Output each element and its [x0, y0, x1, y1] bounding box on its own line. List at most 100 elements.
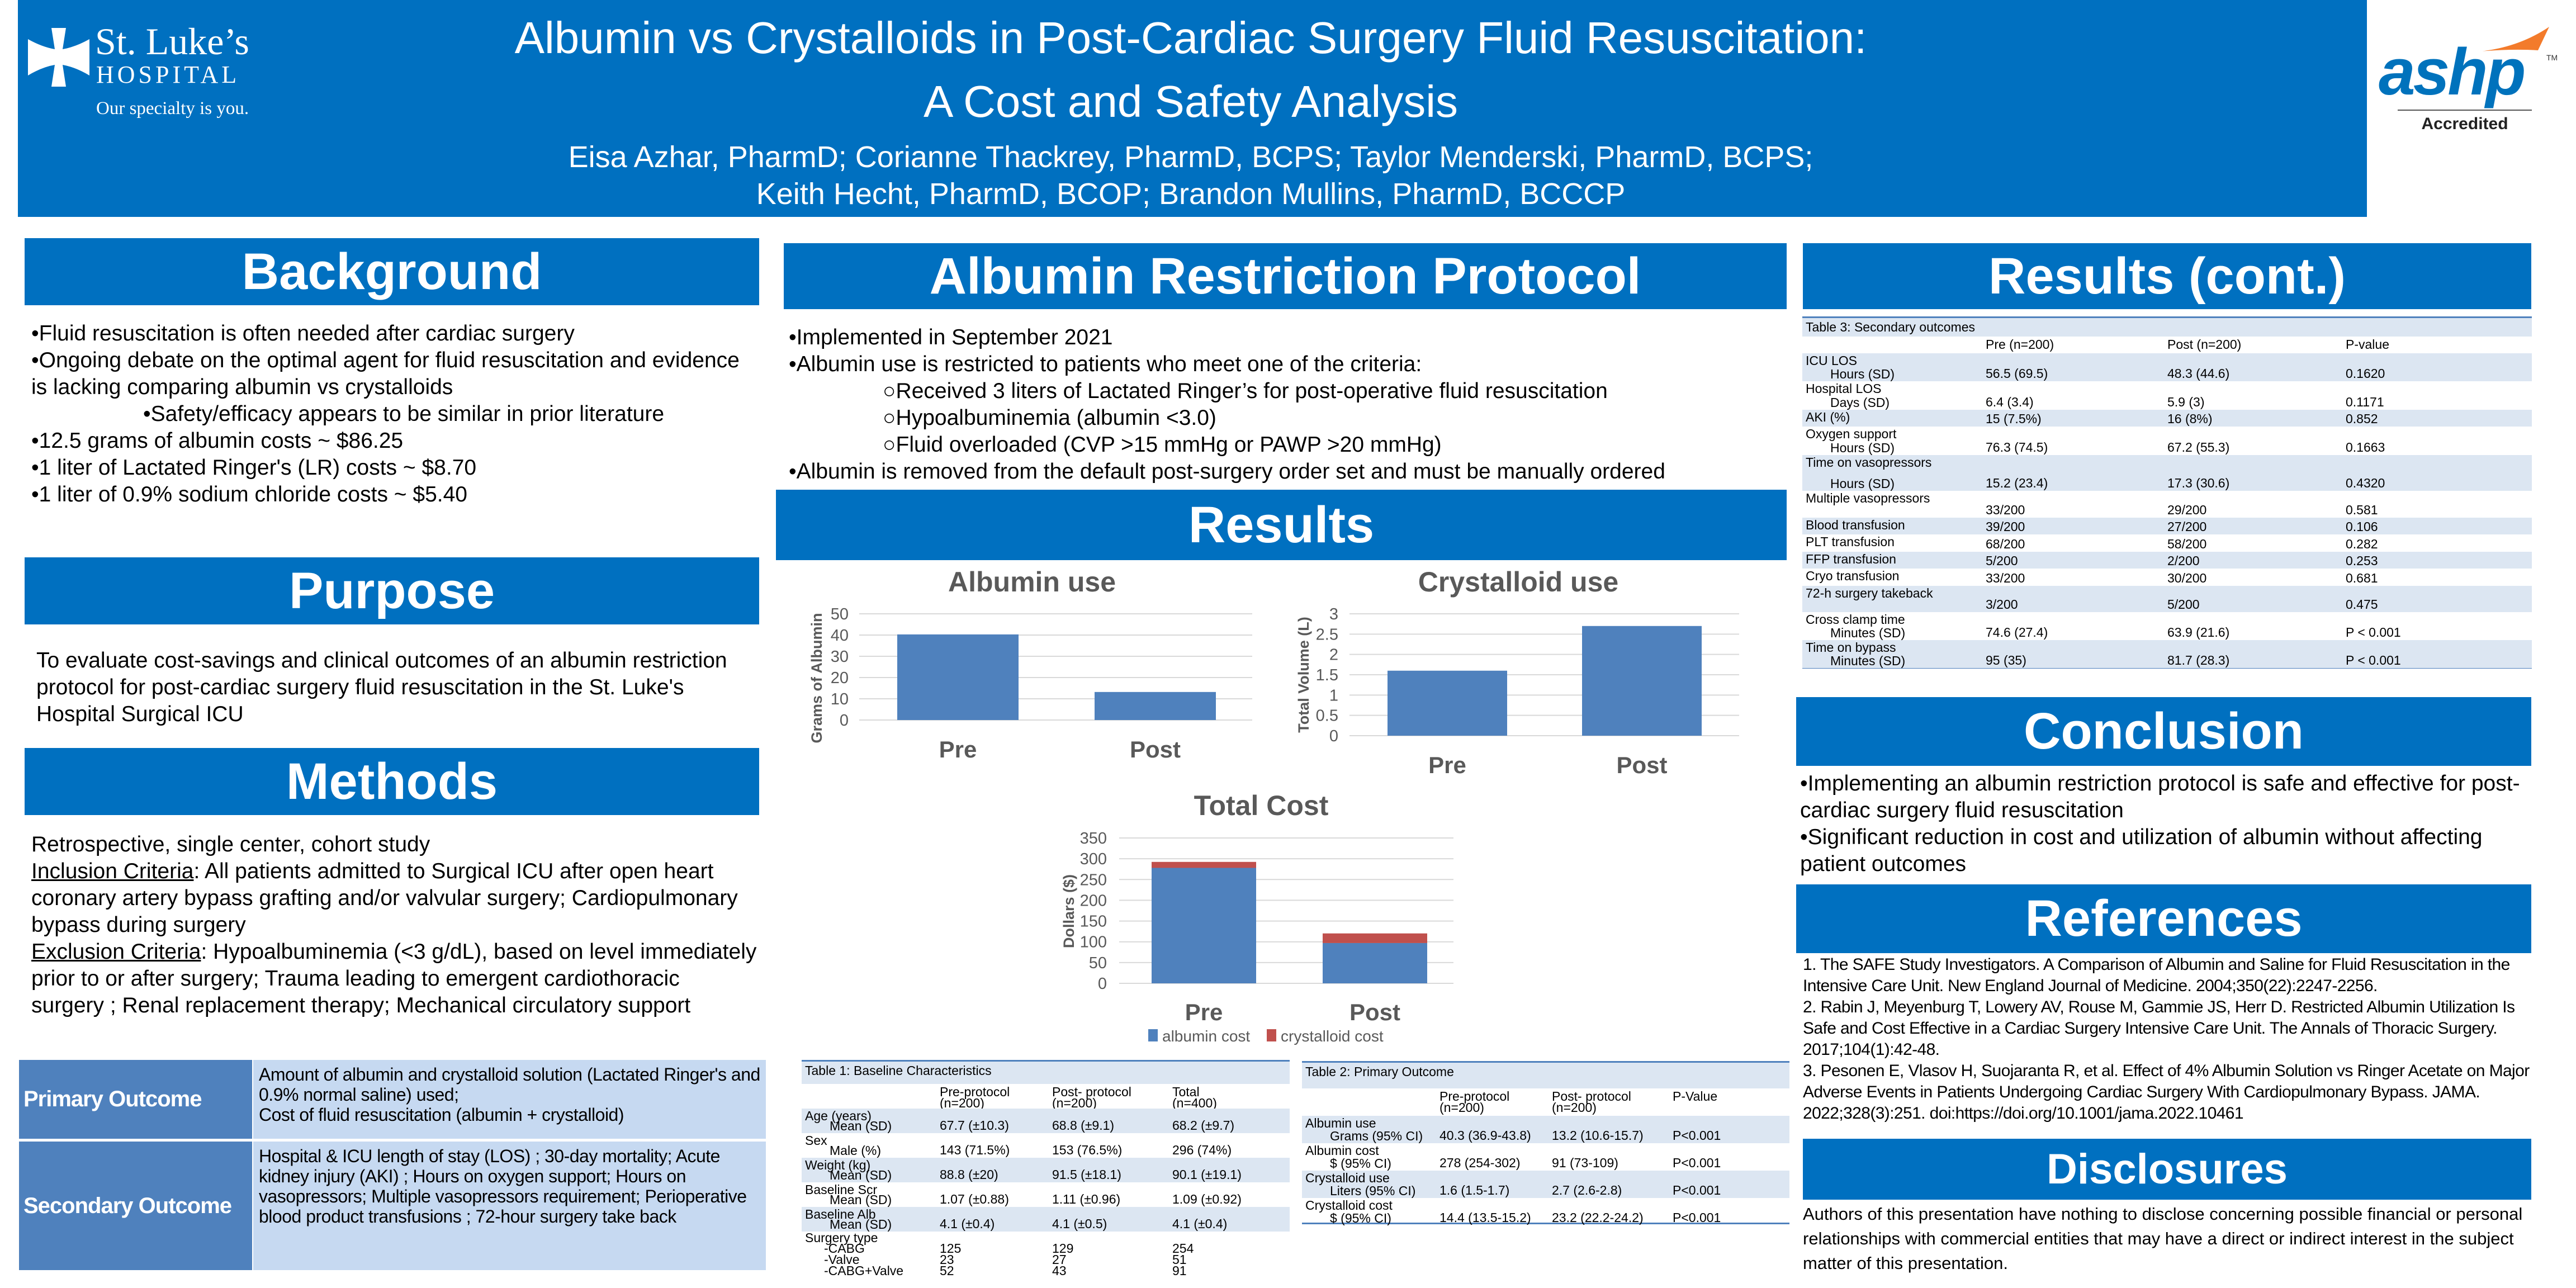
legend-label: albumin cost [1162, 1027, 1250, 1045]
column-header: Pre (n=200) [1986, 337, 2054, 352]
table-caption-row: Table 3: Secondary outcomes [1802, 318, 2532, 337]
background-bullet: •Safety/efficacy appears to be similar i… [143, 402, 665, 426]
table-caption: Table 3: Secondary outcomes [1806, 320, 1976, 334]
column-header-line: Pre-protocol [1439, 1089, 1510, 1104]
row-sublabel: -CABG+Valve [824, 1263, 904, 1278]
background-text: •Fluid resuscitation is often needed aft… [31, 320, 758, 508]
background-bullet: •Ongoing debate on the optimal agent for… [31, 348, 740, 399]
table-cell: 0.1171 [2346, 395, 2384, 409]
row-label: Time on vasopressors [1806, 455, 1932, 470]
column-header: Pre-protocol (n=200) [1439, 1089, 1510, 1115]
y-tick-label: 350 [1080, 830, 1107, 847]
x-category-label: Post [1616, 752, 1667, 778]
inclusion-label: Inclusion Criteria [31, 859, 194, 883]
table-cell: 39/200 [1986, 519, 2025, 534]
methods-exclusion: Exclusion Criteria: Hypoalbuminemia (<3 … [31, 939, 758, 1019]
hospital-logo-sub: HOSPITAL [96, 61, 240, 88]
protocol-item: •Albumin is removed from the default pos… [789, 460, 1665, 484]
table-cell: P<0.001 [1673, 1210, 1721, 1225]
table-cell: 5/200 [2167, 597, 2200, 612]
results-cont-heading: Results (cont.) [1803, 243, 2531, 309]
row-label: Multiple vasopressors [1806, 491, 1930, 505]
bar-pre [897, 634, 1019, 720]
table-cell: P < 0.001 [2346, 653, 2401, 667]
y-tick-label: 0 [1329, 727, 1338, 745]
row-sublabel: Minutes (SD) [1830, 626, 1906, 640]
x-category-label: Pre [1428, 752, 1466, 778]
chart-title: Albumin use [948, 566, 1116, 598]
y-tick-label: 2 [1329, 646, 1338, 664]
results-heading: Results [776, 490, 1787, 560]
table-cell: 76.3 (74.5) [1986, 440, 2048, 454]
column-header: Post- protocol (n=200) [1552, 1090, 1631, 1114]
y-tick-label: 10 [831, 690, 849, 708]
x-category-label: Pre [939, 736, 977, 763]
y-tick-label: 3 [1329, 605, 1338, 623]
y-tick-label: 1.5 [1316, 666, 1338, 684]
protocol-criterion: ○Fluid overloaded (CVP >15 mmHg or PAWP … [883, 433, 1442, 457]
purpose-text: To evaluate cost-savings and clinical ou… [36, 648, 727, 726]
row-sublabel: Hours (SD) [1830, 367, 1895, 381]
table-cell: 0.253 [2346, 553, 2378, 568]
table-cell: P<0.001 [1673, 1128, 1721, 1143]
table-cell: P<0.001 [1673, 1183, 1721, 1197]
secondary-outcomes-table: Table 3: Secondary outcomes Pre (n=200) Po… [1802, 316, 2532, 669]
authors-line2: Keith Hecht, PharmD, BCOP; Brandon Mulli… [756, 177, 1626, 211]
y-tick-label: 40 [831, 627, 849, 645]
authors-line1: Eisa Azhar, PharmD; Corianne Thackrey, P… [568, 140, 1813, 174]
column-header: Post (n=200) [2167, 338, 2241, 351]
column-header-line: Pre (n=200) [1986, 337, 2054, 352]
table-cell: 68.8 (±9.1) [1052, 1118, 1115, 1133]
y-axis-title: Dollars ($) [1060, 874, 1077, 948]
column-header: Pre-protocol (n=200) [940, 1086, 1010, 1110]
table-cell: 0.475 [2346, 597, 2378, 612]
table-cell: 48.3 (44.6) [2167, 366, 2230, 381]
row-sublabel: Grams (95% CI) [1330, 1129, 1423, 1143]
legend-label: crystalloid cost [1281, 1027, 1384, 1045]
row-label: Hospital LOS [1806, 381, 1882, 396]
table-cell: 58/200 [2167, 537, 2207, 551]
row-label: Age (years) [805, 1109, 872, 1123]
y-axis-title: Total Volume (L) [1295, 617, 1312, 732]
table-cell: 2/200 [2167, 553, 2200, 568]
y-tick-label: 200 [1080, 892, 1107, 910]
table-cell: 30/200 [2167, 571, 2207, 585]
y-tick-label: 30 [831, 648, 849, 666]
y-tick-label: 150 [1080, 913, 1107, 931]
table-row: Cross clamp time Minutes (SD) 74.6 (27.4) 6… [1802, 612, 2532, 640]
disclosures-heading: Disclosures [1803, 1139, 2531, 1200]
table-cell: 95 (35) [1986, 653, 2026, 667]
table-cell: 91 (73-109) [1552, 1156, 1618, 1170]
conclusion-bullet: •Implementing an albumin restriction pro… [1800, 771, 2520, 822]
table-cell: 0.852 [2346, 411, 2378, 426]
table-cell: 129 [1052, 1241, 1074, 1256]
background-bullet: •1 liter of Lactated Ringer's (LR) costs… [31, 456, 477, 480]
row-label: Time on bypass [1806, 640, 1896, 655]
table-cell: 74.6 (27.4) [1986, 625, 2048, 640]
table-cell: 81.7 (28.3) [2167, 653, 2230, 667]
table-caption-row: Table 1: Baseline Characteristics [802, 1062, 1290, 1084]
y-tick-label: 300 [1080, 850, 1107, 868]
table-row: Multiple vasopressors 33/200 29/200 0.581 [1802, 491, 2532, 518]
column-header-line: (n=200) [1439, 1100, 1484, 1115]
reference-item: 1. The SAFE Study Investigators. A Compa… [1803, 955, 2510, 995]
table-cell: 40.3 (36.9-43.8) [1439, 1128, 1531, 1143]
table-cell: 1.6 (1.5-1.7) [1439, 1183, 1510, 1197]
row-sublabel: Male (%) [830, 1143, 882, 1158]
table-row: Oxygen support Hours (SD) 76.3 (74.5) 67.2 … [1802, 427, 2532, 455]
table-cell: 0.282 [2346, 537, 2378, 551]
row-label: Surgery type [805, 1230, 878, 1245]
column-header-line: Total [1172, 1085, 1200, 1099]
methods-inclusion: Inclusion Criteria: All patients admitte… [31, 858, 758, 939]
table-row-surgery-type: Surgery type -CABG 125 129 254 -Valve 23 27 51 -C… [802, 1232, 1290, 1287]
table-cell: P<0.001 [1673, 1156, 1721, 1170]
ashp-logo: ashp TM Accredited [2379, 22, 2563, 140]
table-cell: 14.4 (13.5-15.2) [1439, 1210, 1531, 1225]
table-header-row: Pre-protocol (n=200) Post- protocol (n=200)… [802, 1084, 1290, 1110]
primary-outcome-table: Table 2: Primary Outcome Pre-protocol (n=2… [1302, 1061, 1789, 1225]
table-cell: 2.7 (2.6-2.8) [1552, 1183, 1622, 1197]
table-cell: 56.5 (69.5) [1986, 366, 2048, 381]
exclusion-text: : Hypoalbuminemia (<3 g/dL), based on le… [31, 940, 757, 1017]
table-row: Cryo transfusion 33/200 30/200 0.681 [1802, 569, 2532, 586]
row-label: Baseline Scr [805, 1182, 878, 1197]
